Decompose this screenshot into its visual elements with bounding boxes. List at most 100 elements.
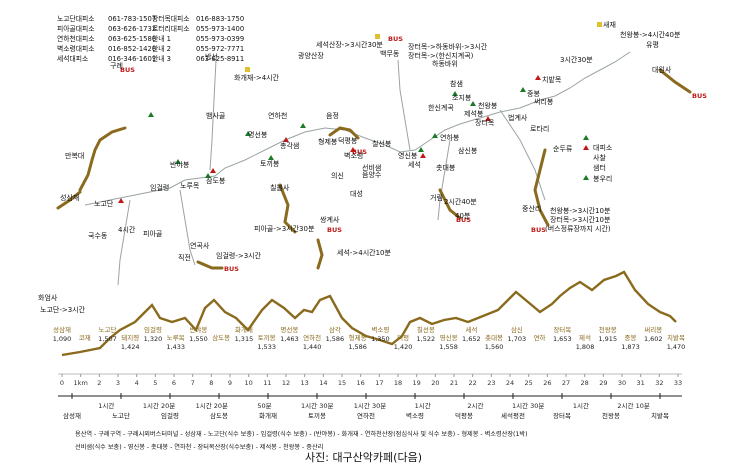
map-label: 토끼봉 [260,159,280,168]
profile-point-name: 성삼재 [53,325,71,334]
peak-icon [583,175,589,180]
map-label: 피아골 [143,229,163,238]
map-label: 거림 [430,193,443,202]
profile-point-alt: 1,653 [553,335,572,343]
shelter-icon [283,137,289,142]
map-label: 음정 [326,111,339,120]
map-label: 연곡사 [190,241,210,250]
map-label: 4시간 [118,225,136,234]
axis-tick-label: 1km [74,379,88,387]
profile-point-name: 삼도봉 [212,333,230,342]
map-label: 구례 [110,61,123,70]
map-label: 광양산장 [298,51,324,60]
map-label: 명선봉 [248,130,268,139]
profile-point-name: 돼지령 [121,333,139,342]
office-3-phone: 063-625-1586 [108,35,156,43]
map-label: 3시간30분 [560,55,593,64]
peak-icon [418,147,424,152]
profile-point-name: 장터목 [553,325,571,334]
segment-duration: 50분 [257,402,271,410]
map-label: 세석->4시간10분 [337,248,392,257]
map-label: 참샘 [450,80,463,88]
profile-point-alt: 1,350 [371,335,390,343]
peak-icon [583,135,589,140]
profile-point-name: 화개재 [235,325,253,334]
office-6: 장터목대피소 [152,14,190,23]
map-label: 의신 [331,171,344,180]
peak-icon [520,87,526,92]
peak-icon [300,123,306,128]
map-label: 2시간40분 [444,197,477,206]
profile-point-name: 연하천 [303,333,321,342]
bottom-place: 노고단 [112,411,130,420]
peak-icon [148,112,154,117]
map-label: 임걸령->3시간 [216,251,262,260]
axis-tick-label: 10 [245,379,253,387]
axis-tick-label: 30 [618,379,626,387]
axis-tick-label: 32 [655,379,663,387]
bottom-place: 연하천 [357,411,375,420]
map-label: 촛대봉 [436,163,456,172]
bottom-place: 삼도봉 [210,411,228,420]
map-label: 써리봉 [534,97,554,106]
shelter-icon [583,145,589,150]
segment-duration: 1시간 [98,401,114,410]
map-label: 뱀사골 [206,111,226,120]
segment-duration: 1시간 30분 [301,401,333,410]
bottom-place: 세석평전 [501,411,525,420]
map-label: 직전 [178,253,191,262]
axis-ticks: 0 1km 2 3 4 5 6 7 8 9 10 11 12 13 14 15 16 17 18 19 20 21 22 23… [60,374,682,387]
map-label: 대성 [350,189,363,198]
profile-point-alt: 1,560 [485,343,504,351]
axis-tick-label: 14 [319,379,327,387]
map-label: 연하봉 [440,133,460,142]
profile-point-name: 벽소령 [371,325,389,334]
bus-label: BUS [224,265,239,273]
axis-tick-label: 2 [97,379,101,387]
profile-point-alt: 1,808 [576,343,595,351]
axis-tick-label: 28 [581,379,589,387]
profile-point-alt: 1,652 [462,335,481,343]
axis-tick-label: 15 [338,379,346,387]
profile-point-name: 반야봉 [189,325,207,334]
peak-icon [470,101,476,106]
map-label: 하동바위 [432,59,458,68]
map-label: 법계사 [508,113,528,122]
shelter-icon [118,198,124,203]
office-7-phone: 055-973-1400 [196,25,244,33]
profile-point-alt: 1,533 [257,343,276,351]
profile-point-name: 칠선봉 [417,325,435,334]
ridge-trail [84,51,631,286]
axis-tick-label: 8 [209,379,213,387]
map-label: 화엄사 [38,293,58,302]
shelter-icon [350,147,356,152]
bottom-place: 덕평봉 [455,411,473,420]
office-1-phone: 061-783-1507 [108,15,156,23]
axis-tick-label: 0 [60,379,64,387]
map-label: 중산리 [522,204,541,213]
bottom-places: 삼성재 노고단 임걸령 삼도봉 화개재 토끼봉 연하천 벽소령 덕평봉 세석평전 장터목 천왕봉 치밭목 [63,393,669,420]
distance-axis: 0 1km 2 3 4 5 6 7 8 9 10 11 12 13 14 15 16 17 18 19 20 21 22 23… [58,373,682,387]
spring-icon [597,22,602,27]
office-1: 노고단대피소 [57,14,95,23]
office-list: 노고단대피소 061-783-1507 피아골대피소 063-626-1732 … [57,14,244,63]
office-5: 세석대피소 [57,54,88,63]
profile-point-name: 토끼봉 [258,333,276,342]
map-label: 백무동 [380,49,400,58]
map-label: 대원사 [652,65,672,74]
profile-point-name: 써리봉 [644,325,662,334]
shelter-icon [485,116,491,121]
map-label: 칠불사 [270,183,290,192]
peak-icon [452,91,458,96]
axis-tick-label: 31 [637,379,645,387]
shelter-icon [420,153,426,158]
bus-label: BUS [120,66,135,74]
map-label: 제석봉 [464,109,484,118]
bottom-place: 화개재 [259,411,277,420]
markers [118,22,602,203]
profile-point-alt: 1,320 [144,335,163,343]
axis-tick-label: 26 [543,379,551,387]
axis-tick-label: 5 [153,379,157,387]
legend-shelter: 대피소 [593,143,613,152]
